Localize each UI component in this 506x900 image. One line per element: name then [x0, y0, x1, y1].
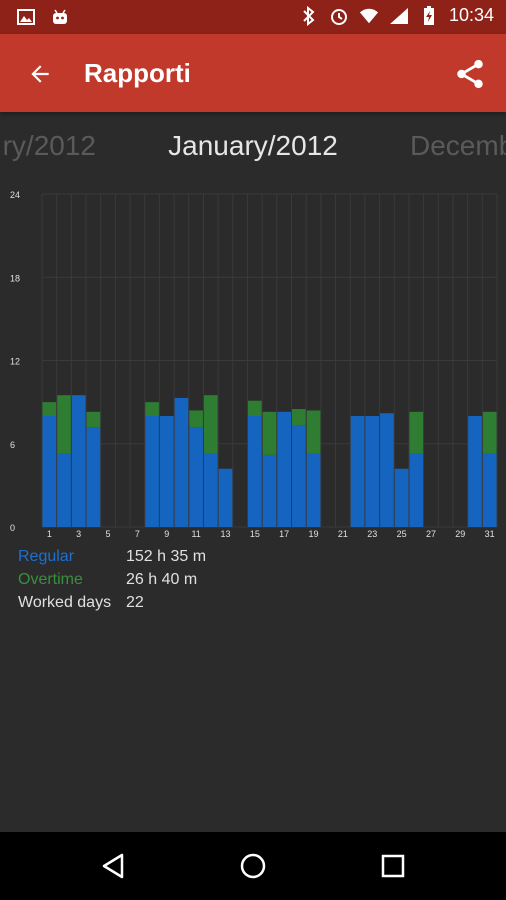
image-notification-icon: [16, 7, 36, 27]
y-tick-label: 24: [10, 190, 20, 200]
bar-regular: [189, 427, 203, 527]
bar-regular: [277, 411, 292, 527]
overtime-label: Overtime: [18, 571, 83, 588]
x-tick-label: 15: [250, 529, 260, 539]
next-month-label[interactable]: Decemb: [410, 130, 506, 161]
square-recents-icon: [381, 854, 405, 878]
android-notification-icon: [50, 7, 70, 27]
share-icon: [457, 59, 483, 89]
bar-regular: [409, 453, 424, 527]
wifi-icon: [359, 6, 379, 26]
bar-overtime: [247, 400, 262, 416]
app-bar: Rapporti: [0, 34, 506, 112]
current-month-label: January/2012: [168, 130, 338, 161]
bar-regular: [365, 416, 380, 527]
bar-regular: [159, 416, 174, 527]
signal-icon: [389, 6, 409, 26]
alarm-icon: [329, 6, 349, 26]
status-time: 10:34: [448, 5, 494, 25]
x-tick-label: 9: [164, 529, 169, 539]
bar-overtime: [86, 411, 101, 428]
page-title: Rapporti: [84, 58, 191, 88]
summary-worked-days-row: Worked days 22: [18, 591, 206, 614]
regular-value: 152 h 35 m: [126, 548, 207, 565]
x-tick-label: 3: [76, 529, 81, 539]
bar-regular: [380, 413, 394, 527]
bar-overtime: [482, 411, 497, 454]
x-tick-label: 13: [220, 529, 230, 539]
back-button[interactable]: [22, 56, 58, 92]
y-tick-label: 6: [10, 440, 15, 450]
regular-label: Regular: [18, 548, 75, 565]
bar-regular: [306, 453, 321, 527]
circle-home-icon: [240, 853, 266, 879]
bar-regular: [468, 416, 482, 527]
bar-regular: [218, 468, 233, 527]
x-tick-label: 1: [47, 529, 52, 539]
bar-overtime: [42, 402, 57, 416]
battery-charging-icon: [419, 5, 439, 26]
x-tick-label: 11: [191, 529, 200, 539]
x-tick-label: 21: [338, 529, 348, 539]
bar-regular: [482, 453, 497, 527]
bar-overtime: [145, 402, 159, 416]
x-tick-label: 29: [455, 529, 465, 539]
overtime-value: 26 h 40 m: [126, 571, 198, 588]
bar-overtime: [306, 410, 321, 454]
navigation-bar: [0, 832, 506, 900]
bar-overtime: [203, 395, 218, 454]
bar-regular: [203, 453, 218, 527]
worked-days-value: 22: [126, 594, 144, 611]
summary-overtime-row: Overtime 26 h 40 m: [18, 568, 206, 591]
bar-regular: [350, 416, 365, 527]
x-tick-label: 5: [106, 529, 111, 539]
status-bar: 10:34: [0, 0, 506, 34]
bar-regular: [42, 416, 57, 527]
y-tick-label: 18: [10, 273, 20, 283]
x-tick-label: 19: [309, 529, 319, 539]
arrow-back-icon: [31, 65, 49, 83]
x-tick-label: 17: [279, 529, 289, 539]
bar-regular: [394, 468, 409, 527]
bar-regular: [262, 454, 277, 527]
worked-days-label: Worked days: [18, 594, 112, 611]
bluetooth-icon: [299, 5, 319, 26]
summary-regular-row: Regular 152 h 35 m: [18, 545, 206, 568]
bar-overtime: [57, 395, 71, 454]
bar-regular: [71, 395, 86, 527]
previous-month-label[interactable]: ry/2012: [2, 130, 96, 161]
x-tick-label: 23: [367, 529, 377, 539]
bar-overtime: [189, 410, 203, 428]
x-tick-label: 27: [426, 529, 436, 539]
nav-home-button[interactable]: [233, 846, 273, 886]
bar-regular: [145, 416, 159, 527]
bar-overtime: [262, 411, 277, 455]
bar-regular: [174, 397, 189, 527]
x-tick-label: 31: [485, 529, 495, 539]
share-button[interactable]: [450, 54, 490, 94]
x-tick-label: 7: [135, 529, 140, 539]
bar-overtime: [292, 409, 306, 426]
x-tick-label: 25: [397, 529, 407, 539]
nav-recents-button[interactable]: [373, 846, 413, 886]
bar-regular: [247, 416, 262, 527]
y-tick-label: 0: [10, 523, 15, 533]
bar-regular: [292, 425, 306, 527]
nav-back-button[interactable]: [94, 846, 134, 886]
bar-regular: [57, 453, 71, 527]
summary-panel: Regular 152 h 35 m Overtime 26 h 40 m Wo…: [18, 545, 206, 614]
triangle-back-icon: [102, 853, 124, 879]
bar-overtime: [409, 411, 424, 454]
y-tick-label: 12: [10, 357, 20, 367]
bar-regular: [86, 427, 101, 527]
month-pager[interactable]: ry/2012 January/2012 Decemb: [0, 112, 506, 176]
